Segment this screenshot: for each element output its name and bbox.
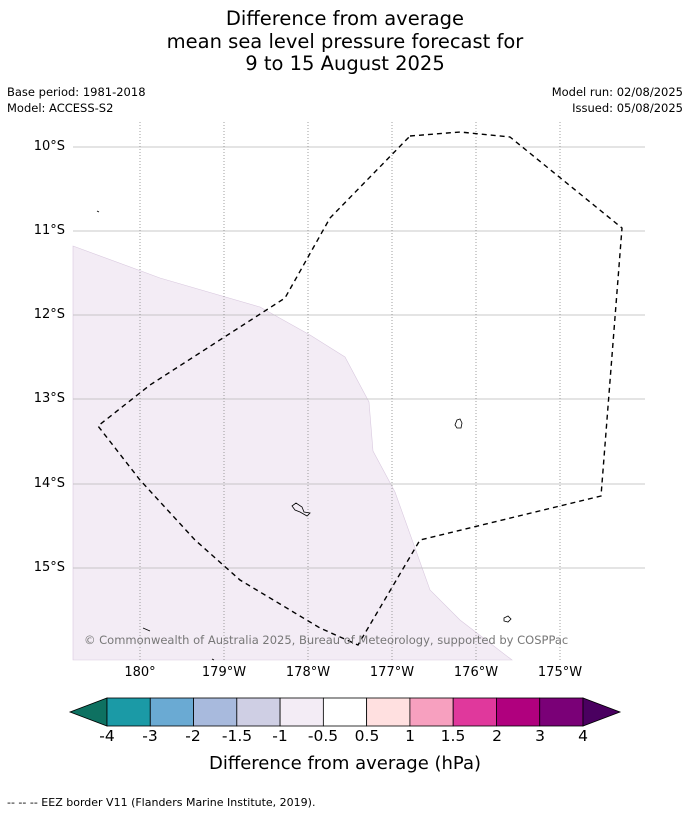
colorbar-swatch	[539, 697, 584, 727]
issued-date: Issued: 05/08/2025	[572, 101, 683, 115]
title-line-1: Difference from average	[225, 7, 465, 30]
colorbar-extend-low	[68, 697, 108, 727]
chart-title: Difference from average mean sea level p…	[0, 7, 690, 76]
colorbar-swatch	[322, 697, 368, 727]
colorbar-label: 1	[405, 727, 415, 745]
colorbar-swatch	[193, 697, 238, 727]
colorbar-label: 2	[492, 727, 502, 745]
lon-label-176w: 176°W	[453, 665, 499, 680]
colorbar-label: 1.5	[440, 727, 466, 745]
colorbar-label: -1.5	[221, 727, 253, 745]
copyright-notice: © Commonwealth of Australia 2025, Bureau…	[84, 633, 569, 647]
lat-label-10s: 10°S	[33, 139, 65, 154]
lon-label-175w: 175°W	[537, 665, 583, 680]
lat-label-12s: 12°S	[33, 307, 65, 322]
colorbar-label: -3	[142, 727, 158, 745]
colorbar-swatch	[496, 697, 541, 727]
colorbar-label: -1	[272, 727, 288, 745]
island-dot-north	[96, 210, 100, 213]
colorbar-label: -2	[185, 727, 201, 745]
colorbar	[68, 697, 622, 727]
model-run: Model run: 02/08/2025	[551, 85, 683, 99]
metadata-right: Model run: 02/08/2025 Issued: 05/08/2025	[552, 84, 683, 116]
colorbar-label: -0.5	[307, 727, 339, 745]
title-line-3: 9 to 15 August 2025	[245, 52, 445, 75]
island-tokelau	[454, 418, 463, 429]
colorbar-label: 3	[535, 727, 545, 745]
lon-label-179w: 179°W	[201, 665, 247, 680]
lat-label-13s: 13°S	[33, 391, 65, 406]
colorbar-swatch	[409, 697, 454, 727]
title-line-2: mean sea level pressure forecast for	[166, 29, 524, 53]
lat-label-14s: 14°S	[33, 476, 65, 491]
island-south-small	[211, 658, 215, 661]
island-west-small	[142, 627, 151, 632]
colorbar-swatch	[236, 697, 281, 727]
colorbar-extend-high	[582, 697, 622, 727]
metadata-left: Base period: 1981-2018 Model: ACCESS-S2	[7, 84, 146, 116]
colorbar-swatch	[106, 697, 151, 727]
lat-label-11s: 11°S	[33, 223, 65, 238]
eez-border	[97, 131, 623, 646]
model-name: Model: ACCESS-S2	[7, 101, 114, 115]
lon-label-178w: 178°W	[285, 665, 331, 680]
colorbar-label: 0.5	[354, 727, 380, 745]
base-period: Base period: 1981-2018	[7, 85, 146, 99]
colorbar-label: -4	[99, 727, 115, 745]
colorbar-swatch	[366, 697, 411, 727]
colorbar-swatch	[279, 697, 324, 727]
anomaly-region	[72, 245, 513, 661]
islands	[96, 210, 512, 661]
colorbar-swatch	[149, 697, 194, 727]
lon-label-177w: 177°W	[369, 665, 415, 680]
island-small-east	[503, 615, 512, 623]
colorbar-swatch	[452, 697, 497, 727]
island-wallis	[291, 502, 311, 517]
lat-label-15s: 15°S	[33, 560, 65, 575]
colorbar-title: Difference from average (hPa)	[208, 753, 482, 774]
lon-label-180: 180°	[124, 665, 156, 680]
colorbar-label: 4	[578, 727, 588, 745]
lat-gridlines	[73, 146, 645, 569]
eez-legend: -- -- -- EEZ border V11 (Flanders Marine…	[7, 796, 316, 809]
